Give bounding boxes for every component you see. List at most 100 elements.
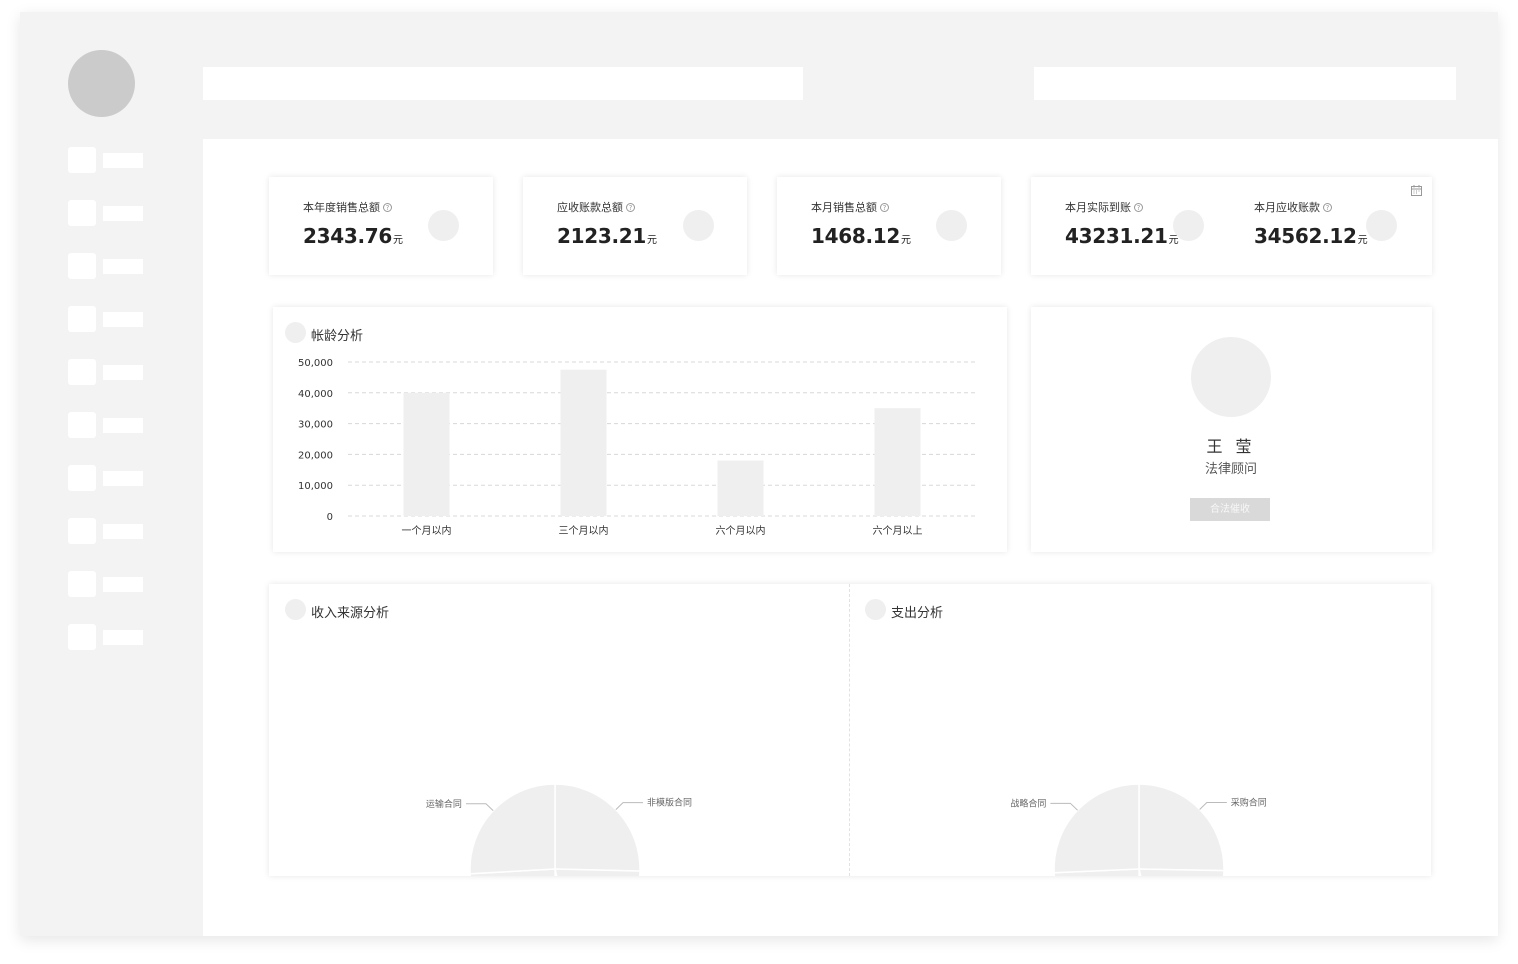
- x-tick-label: 六个月以上: [873, 525, 923, 537]
- stat-label: 应收账款总额?: [557, 199, 635, 215]
- sidebar-item-6[interactable]: [68, 412, 144, 438]
- nav-label-placeholder: [103, 577, 143, 592]
- stat-icon: [1366, 210, 1397, 241]
- nav-icon: [68, 147, 96, 173]
- pie-slice: [554, 783, 641, 872]
- stat-card-receivables-total: 应收账款总额? 2123.21元: [523, 177, 747, 275]
- bar: [717, 460, 764, 516]
- y-tick-label: 40,000: [298, 389, 333, 400]
- nav-label-placeholder: [103, 206, 143, 221]
- stat-value: 2123.21元: [557, 224, 657, 248]
- y-tick-label: 10,000: [298, 481, 333, 492]
- x-tick-label: 一个月以内: [402, 524, 452, 537]
- stat-label: 本月实际到账?: [1065, 199, 1143, 215]
- stat-card-monthly-received: 本月实际到账? 43231.21元 本月应收账款? 34562.12元: [1031, 177, 1432, 275]
- main-content: 本年度销售总额? 2343.76元 应收账款总额? 2123.21元 本月销售总…: [203, 139, 1498, 936]
- sidebar-item-8[interactable]: [68, 518, 144, 544]
- profile-name: 王 莹: [1206, 437, 1256, 456]
- stat-value: 2343.76元: [303, 224, 403, 248]
- pie-label: 非模版合同: [647, 797, 692, 809]
- nav-icon: [68, 624, 96, 650]
- x-tick-label: 六个月以内: [716, 524, 766, 537]
- stat-icon: [683, 210, 714, 241]
- y-tick-label: 50,000: [298, 358, 333, 369]
- sidebar-item-1[interactable]: [68, 147, 144, 173]
- nav-icon: [68, 412, 96, 438]
- pie-leader-line: [1199, 801, 1227, 810]
- pie-slice: [554, 868, 641, 876]
- pie-leader-line: [615, 802, 644, 811]
- nav-icon: [68, 518, 96, 544]
- stat-label: 本月销售总额?: [811, 199, 889, 215]
- nav-icon: [68, 359, 96, 385]
- section-divider: [849, 584, 850, 876]
- help-icon[interactable]: ?: [1134, 203, 1143, 212]
- stat-card-monthly-sales: 本月销售总额? 1468.12元: [777, 177, 1001, 275]
- stat-label: 本年度销售总额?: [303, 199, 392, 215]
- pie-charts: 非模版合同购销合同业务合同采购合同运输合同采购合同业务合同运输合同销售合同战略合…: [426, 783, 1267, 876]
- stat-card-annual-sales: 本年度销售总额? 2343.76元: [269, 177, 493, 275]
- pie-slice: [1053, 868, 1140, 876]
- stat-value: 34562.12元: [1254, 224, 1368, 248]
- profile-avatar: [1191, 337, 1271, 417]
- nav-label-placeholder: [103, 365, 143, 380]
- pie-leader-line: [1050, 802, 1078, 811]
- help-icon[interactable]: ?: [383, 203, 392, 212]
- nav-label-placeholder: [103, 418, 143, 433]
- help-icon[interactable]: ?: [880, 203, 889, 212]
- bar: [874, 408, 921, 516]
- sidebar-item-4[interactable]: [68, 306, 144, 332]
- nav-label-placeholder: [103, 630, 143, 645]
- analysis-pies-card: 收入来源分析 支出分析 非模版合同购销合同业务合同采购合同运输合同采购合同业务合…: [269, 584, 1431, 876]
- aging-analysis-card: 帐龄分析 0 10,000 20,000 30,000 40,000 50,000 一个月以…: [273, 307, 1007, 552]
- profile-role: 法律顾问: [1204, 462, 1257, 477]
- stat-label: 本月应收账款?: [1254, 199, 1332, 215]
- bar: [403, 392, 450, 516]
- y-tick-label: 30,000: [298, 420, 333, 431]
- sidebar-item-2[interactable]: [68, 200, 144, 226]
- pie-leader-line: [465, 803, 494, 811]
- y-tick-label: 20,000: [298, 450, 333, 461]
- nav-icon: [68, 200, 96, 226]
- stat-icon: [428, 210, 459, 241]
- pie-label: 采购合同: [1231, 796, 1267, 808]
- app-window: 本年度销售总额? 2343.76元 应收账款总额? 2123.21元 本月销售总…: [20, 12, 1498, 936]
- x-tick-label: 三个月以内: [559, 524, 609, 537]
- user-avatar[interactable]: [68, 50, 135, 117]
- pie-slice: [1053, 783, 1140, 874]
- search-bar[interactable]: [203, 67, 803, 100]
- sidebar-item-5[interactable]: [68, 359, 144, 385]
- pie-slice: [1138, 783, 1225, 872]
- section-icon: [285, 322, 306, 343]
- pie-label: 运输合同: [426, 798, 462, 810]
- stat-icon: [936, 210, 967, 241]
- header-toolbar[interactable]: [1034, 67, 1456, 100]
- stat-icon: [1173, 210, 1204, 241]
- section-title: 帐龄分析: [311, 329, 364, 344]
- legal-collection-button[interactable]: 合法催收: [1190, 498, 1270, 521]
- y-tick-label: 0: [327, 512, 333, 523]
- nav-label-placeholder: [103, 471, 143, 486]
- sidebar-item-7[interactable]: [68, 465, 144, 491]
- stat-value: 1468.12元: [811, 224, 911, 248]
- pie-label: 战略合同: [1010, 797, 1046, 809]
- profile-card: 王 莹 法律顾问 合法催收: [1031, 307, 1432, 552]
- nav-icon: [68, 465, 96, 491]
- sidebar-item-9[interactable]: [68, 571, 144, 597]
- nav-label-placeholder: [103, 259, 143, 274]
- section-icon: [865, 599, 886, 620]
- nav-icon: [68, 306, 96, 332]
- aging-bar-chart: 0 10,000 20,000 30,000 40,000 50,000 一个月以内 三个月以…: [298, 358, 976, 537]
- calendar-icon[interactable]: [1411, 185, 1422, 196]
- help-icon[interactable]: ?: [1323, 203, 1332, 212]
- nav-icon: [68, 571, 96, 597]
- income-section-title: 收入来源分析: [311, 606, 390, 621]
- nav-label-placeholder: [103, 524, 143, 539]
- pie-slice: [469, 783, 556, 875]
- expense-section-title: 支出分析: [891, 606, 944, 621]
- section-icon: [285, 599, 306, 620]
- sidebar-item-10[interactable]: [68, 624, 144, 650]
- nav-label-placeholder: [103, 312, 143, 327]
- sidebar-item-3[interactable]: [68, 253, 144, 279]
- help-icon[interactable]: ?: [626, 203, 635, 212]
